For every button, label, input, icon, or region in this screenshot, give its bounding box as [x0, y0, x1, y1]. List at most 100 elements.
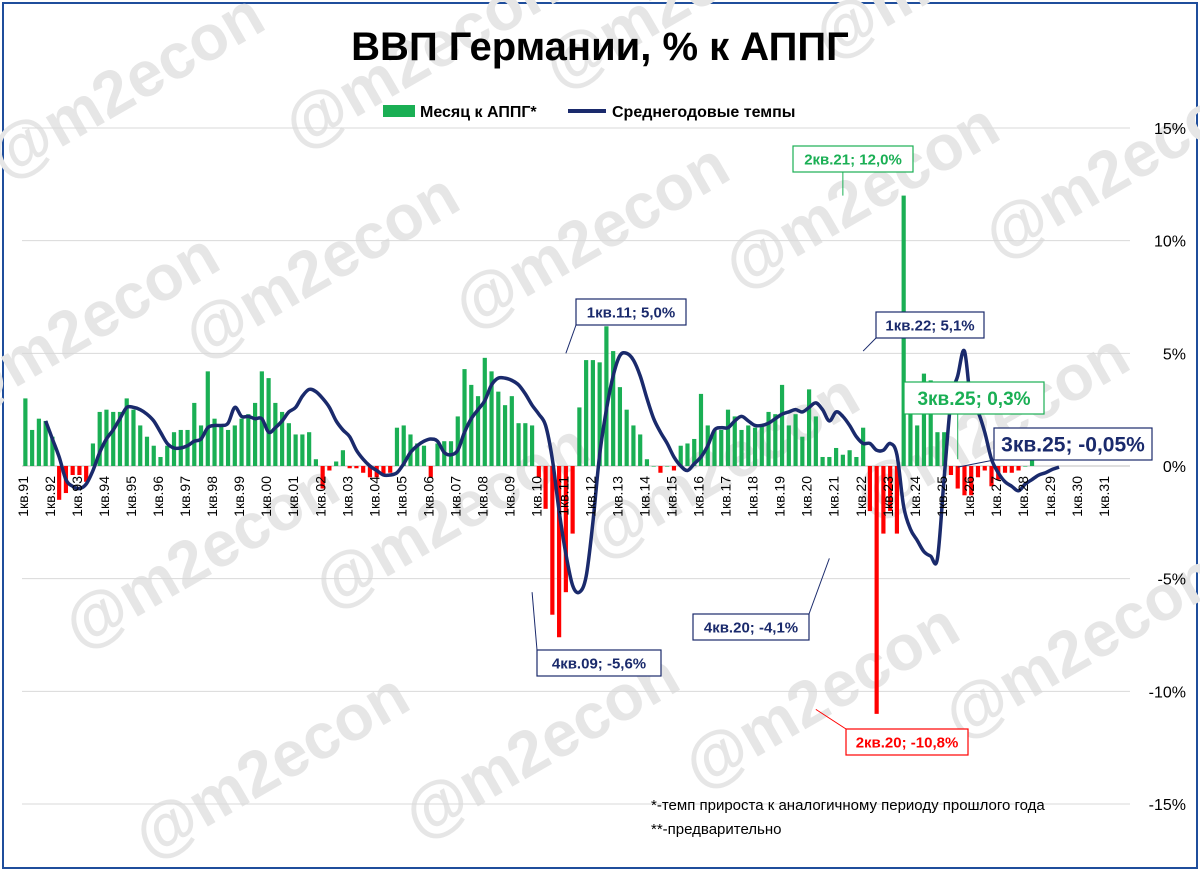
data-bar [550, 466, 555, 615]
y-tick-label: -15% [1149, 797, 1186, 814]
data-bar [888, 466, 893, 512]
data-bar [942, 432, 947, 466]
data-bar [719, 429, 724, 466]
watermark-text: @m2econ [931, 538, 1200, 752]
data-bar [334, 461, 339, 466]
x-tick-label: 1кв.04 [366, 476, 382, 517]
callout-label: 3кв.25; 0,3% [917, 389, 1030, 410]
data-bar [361, 466, 366, 473]
x-tick-label: 1кв.31 [1096, 476, 1112, 517]
data-bar [198, 425, 204, 466]
x-tick-label: 1кв.11 [555, 476, 571, 516]
data-bar [921, 373, 927, 466]
data-bar [773, 414, 778, 466]
avg-growth-line [44, 348, 1060, 595]
callout-label: 2кв.21; 12,0% [804, 151, 902, 168]
data-bar [502, 405, 508, 466]
footnote-1: *-темп прироста к аналогичному периоду п… [651, 797, 1045, 814]
y-tick-label: 10% [1154, 234, 1186, 251]
data-bar [597, 362, 602, 466]
data-bar [97, 411, 102, 466]
data-bar [489, 371, 494, 466]
data-bar [671, 466, 677, 471]
data-bar [894, 466, 900, 534]
data-bar [246, 414, 251, 466]
x-tick-label: 1кв.08 [474, 476, 490, 517]
data-bar [962, 466, 967, 496]
data-bar [915, 425, 920, 466]
data-bar [955, 466, 960, 489]
data-bar [354, 466, 359, 469]
data-bar [867, 466, 872, 512]
x-tick-label: 1кв.24 [907, 476, 923, 517]
callout-leader [808, 558, 830, 615]
x-tick-label: 1кв.27 [988, 476, 1004, 517]
data-bar [570, 466, 575, 534]
legend: Месяц к АППГ* Среднегодовые темпы [383, 104, 795, 121]
data-bar [462, 369, 467, 466]
data-bar [1002, 466, 1008, 473]
x-tick-label: 1кв.23 [880, 476, 896, 517]
data-bar [252, 402, 258, 466]
data-bar [665, 466, 670, 467]
data-bar [496, 391, 501, 466]
data-bar [455, 416, 460, 466]
data-bar [854, 456, 859, 466]
callout-leader [957, 459, 995, 468]
callout-box [536, 649, 662, 677]
data-bar [577, 407, 582, 466]
legend-label-bar: Месяц к АППГ* [420, 104, 537, 121]
data-bar [475, 396, 481, 466]
callout-leader [815, 708, 847, 730]
callout-box [903, 381, 1045, 415]
x-tick-label: 1кв.21 [826, 476, 842, 517]
data-bar [631, 425, 636, 466]
data-bar [604, 326, 609, 466]
watermark-text: @m2econ [121, 658, 421, 871]
data-bar [543, 466, 548, 509]
data-bar [624, 409, 629, 466]
data-bar [759, 425, 764, 466]
data-bar [421, 445, 427, 466]
data-bar [529, 425, 535, 466]
data-bar [908, 402, 913, 466]
data-bar [307, 432, 312, 466]
data-bar [293, 434, 298, 466]
footnote-2: **-предварительно [651, 821, 782, 838]
gridlines [22, 127, 1130, 805]
data-bar [23, 398, 28, 466]
x-tick-label: 1кв.19 [772, 476, 788, 517]
data-bar [584, 360, 589, 466]
data-bar [388, 466, 393, 473]
x-tick-label: 1кв.97 [177, 476, 193, 517]
data-bar [212, 418, 217, 466]
data-bar [158, 456, 163, 466]
data-bar [989, 466, 994, 487]
data-bar [151, 445, 156, 466]
y-tick-label: 15% [1154, 121, 1186, 138]
data-bar [482, 357, 487, 466]
data-bar [165, 445, 170, 466]
data-bar [563, 466, 568, 593]
data-bar [394, 427, 400, 466]
data-bar [347, 466, 352, 469]
data-bar [692, 438, 697, 466]
x-tick-label: 1кв.17 [718, 476, 734, 517]
x-tick-label: 1кв.99 [231, 476, 247, 517]
data-bar [225, 429, 231, 466]
callout-box [993, 427, 1153, 461]
data-bar [124, 398, 129, 466]
x-tick-label: 1кв.12 [583, 476, 599, 517]
data-bar [800, 436, 805, 466]
x-tick-label: 1кв.20 [799, 476, 815, 517]
x-tick-label: 1кв.03 [339, 476, 355, 517]
data-bar [428, 466, 433, 478]
data-bar [739, 429, 744, 466]
data-bar [367, 466, 373, 478]
x-tick-label: 1кв.00 [258, 476, 274, 517]
line-series [44, 348, 1060, 595]
chart-title: ВВП Германии, % к АППГ [351, 25, 849, 69]
data-bar [638, 434, 643, 466]
data-bar [415, 443, 420, 466]
callout-leader [862, 337, 877, 352]
